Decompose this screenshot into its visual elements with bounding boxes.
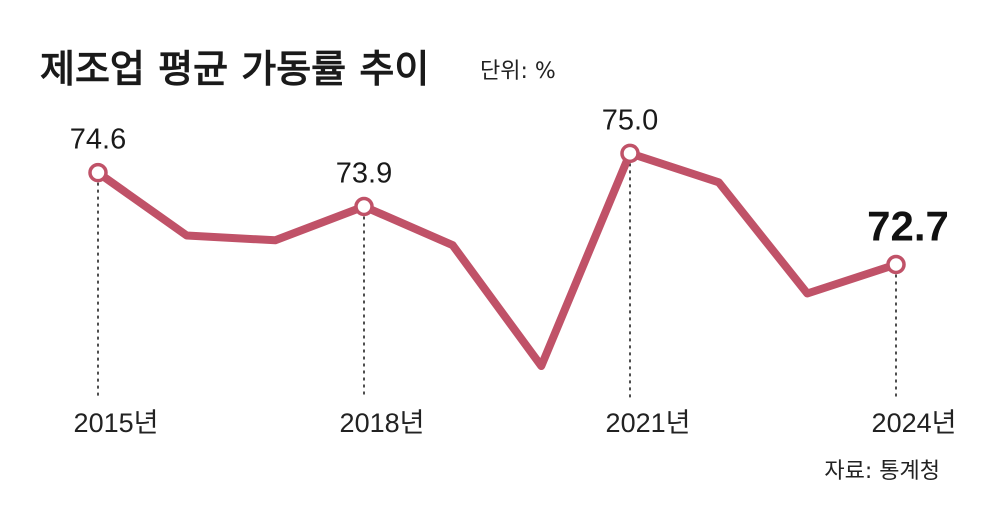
chart-title: 제조업 평균 가동률 추이 — [40, 47, 429, 91]
unit-label: 단위: % — [480, 59, 556, 84]
x-tick-label-2015: 2015년 — [74, 408, 159, 438]
x-tick-label-2024: 2024년 — [872, 408, 957, 438]
data-point-2015 — [88, 162, 108, 183]
data-point-2018 — [354, 196, 374, 217]
marker-group — [88, 143, 906, 275]
data-label-2015: 74.6 — [70, 124, 126, 156]
data-label-2021: 75.0 — [602, 104, 658, 136]
data-label-2024: 72.7 — [867, 203, 949, 250]
guide-lines — [97, 163, 897, 398]
x-tick-label-2018: 2018년 — [340, 408, 425, 438]
series-line-group — [94, 149, 900, 370]
series-line — [94, 149, 900, 370]
data-point-2024 — [886, 254, 906, 275]
data-label-group: 74.6 73.9 75.0 72.7 — [70, 104, 949, 249]
data-point-2021 — [620, 143, 640, 164]
x-tick-group: 2015년 2018년 2021년 2024년 — [74, 408, 957, 438]
data-label-2018: 73.9 — [336, 158, 392, 190]
source-note: 자료: 통계청 — [824, 459, 940, 484]
x-tick-label-2021: 2021년 — [606, 408, 691, 438]
